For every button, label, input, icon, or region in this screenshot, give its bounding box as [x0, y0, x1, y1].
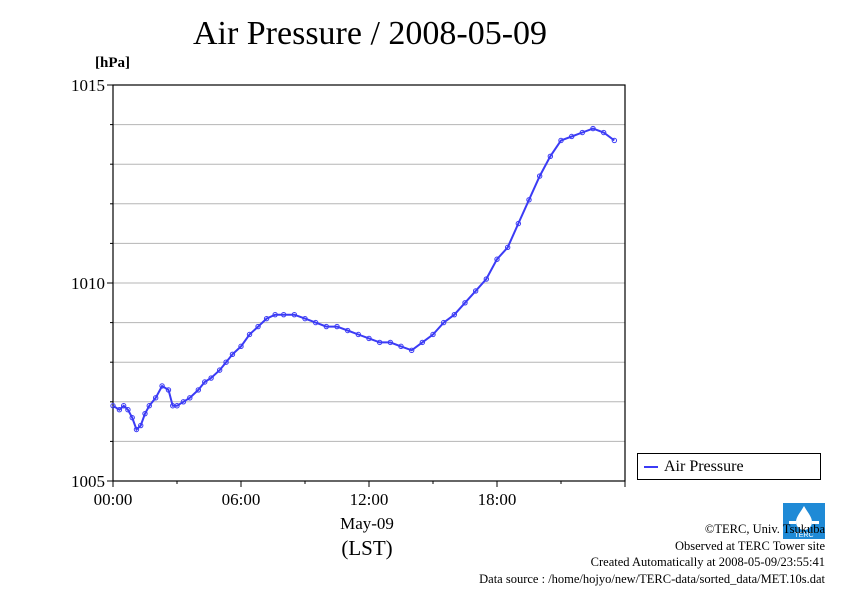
data-point	[195, 387, 202, 393]
data-point	[238, 343, 244, 350]
data-point	[255, 323, 261, 330]
x-tick-label: 06:00	[222, 490, 261, 509]
data-point	[483, 276, 490, 282]
data-point	[152, 395, 159, 401]
data-point	[246, 331, 253, 338]
x-tick-label: 18:00	[478, 490, 517, 509]
data-point	[462, 300, 468, 306]
chart-title: Air Pressure / 2008-05-09	[192, 15, 548, 52]
data-point	[291, 311, 298, 318]
data-point	[187, 395, 193, 401]
data-point	[344, 327, 351, 334]
legend-swatch	[644, 465, 658, 468]
data-point	[138, 422, 144, 429]
data-point	[129, 414, 135, 421]
x-tick-label: 12:00	[350, 490, 389, 509]
data-point	[494, 256, 500, 262]
data-point	[526, 197, 532, 203]
data-point	[133, 426, 140, 433]
data-point	[451, 311, 458, 318]
data-point	[408, 347, 415, 354]
data-point	[472, 288, 479, 294]
data-point	[387, 339, 394, 346]
data-point	[611, 137, 618, 144]
terc-logo-icon: TERC	[783, 503, 825, 539]
data-point	[146, 403, 152, 409]
data-point	[515, 220, 522, 227]
legend: Air Pressure	[637, 453, 821, 480]
data-point	[223, 359, 229, 365]
data-point	[180, 399, 187, 405]
created-timestamp-text: Created Automatically at 2008-05-09/23:5…	[590, 555, 825, 569]
data-point	[355, 331, 362, 338]
data-point	[547, 153, 554, 159]
data-source-text: Data source : /home/hojyo/new/TERC-data/…	[479, 571, 825, 586]
y-tick-label: 1005	[71, 472, 105, 491]
data-point	[229, 351, 236, 357]
data-point	[116, 407, 123, 413]
data-point	[600, 129, 607, 136]
data-point	[568, 133, 575, 140]
series-line-air-pressure	[112, 127, 615, 432]
x-axis-date-label: May-09	[340, 514, 394, 533]
data-point	[208, 375, 214, 381]
data-point	[120, 403, 127, 409]
series-points	[110, 125, 618, 433]
x-axis-timezone-label: (LST)	[341, 536, 393, 560]
copyright-text: ©TERC, Univ. Tsukuba	[704, 522, 825, 536]
data-point	[398, 343, 404, 350]
data-point	[272, 311, 278, 318]
data-point	[504, 244, 511, 251]
data-point	[165, 387, 172, 393]
data-point	[125, 407, 131, 413]
data-point	[202, 379, 208, 385]
y-tick-label: 1010	[71, 274, 105, 293]
grid-lines	[113, 124, 625, 442]
data-point	[579, 129, 586, 136]
data-point	[216, 367, 223, 373]
credits-block: ©TERC, Univ. Tsukuba Observed at TERC To…	[479, 521, 825, 587]
data-point	[590, 125, 596, 132]
observation-site-text: Observed at TERC Tower site	[674, 538, 825, 553]
x-tick-label: 00:00	[94, 490, 133, 509]
data-point	[323, 323, 330, 330]
data-point	[430, 331, 436, 338]
data-point	[366, 335, 372, 342]
data-point	[302, 315, 308, 322]
data-point	[174, 403, 180, 409]
data-point	[142, 410, 148, 417]
legend-label: Air Pressure	[664, 457, 744, 475]
data-point	[558, 137, 564, 144]
svg-text:TERC: TERC	[794, 532, 813, 539]
data-point	[280, 311, 287, 318]
data-point	[536, 173, 543, 179]
data-point	[440, 319, 447, 326]
data-point	[159, 383, 165, 389]
y-tick-label: 1015	[71, 76, 105, 95]
data-point	[263, 315, 270, 322]
tick-labels: 1005 1010 1015 00:00 06:00 12:00 18:00	[71, 76, 516, 509]
data-point	[419, 339, 426, 346]
data-point	[334, 323, 340, 330]
data-point	[376, 339, 383, 346]
y-axis-unit: [hPa]	[95, 55, 130, 71]
axis-ticks	[107, 84, 626, 487]
data-point	[312, 319, 319, 326]
data-point	[110, 403, 116, 409]
